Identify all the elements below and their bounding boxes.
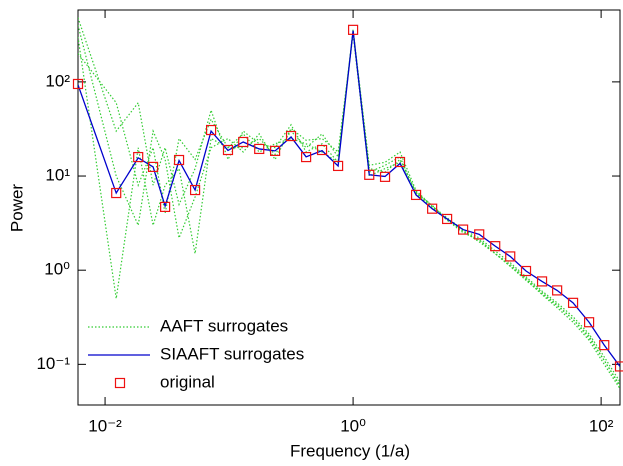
marker [552,285,563,296]
marker [379,171,391,182]
surrogate-line [78,31,620,386]
y-axis-label: Power [7,184,26,233]
marker [457,224,469,235]
marker [148,161,159,173]
marker [189,184,201,196]
marker [583,317,595,328]
y-tick-label: 10⁰ [44,260,70,279]
marker [536,276,548,287]
legend-label: SIAAFT surrogates [160,344,304,363]
marker [347,24,359,35]
marker [505,251,516,262]
y-tick-label: 10⁻¹ [36,354,70,373]
marker [474,229,485,240]
y-tick-label: 10¹ [45,166,70,185]
marker [222,144,234,156]
marker [394,156,406,168]
marker [567,297,579,308]
x-axis-label: Frequency (1/a) [290,441,410,460]
marker [254,143,265,155]
x-tick-label: 10⁰ [340,416,366,435]
legend-marker [114,377,126,389]
marker [111,187,122,199]
y-tick-label: 10² [45,71,70,90]
marker [427,203,438,214]
marker [269,145,281,156]
marker [316,144,328,156]
marker [442,213,453,225]
x-tick-label: 10⁻² [88,416,122,435]
marker [614,361,623,372]
surrogate-line [78,30,620,383]
x-tick-label: 10² [589,416,614,435]
marker [490,241,501,252]
marker [364,169,375,180]
plot-frame [77,9,621,406]
marker [410,189,422,201]
marker [205,124,217,136]
series-line [78,30,620,367]
marker [160,201,171,213]
marker [133,151,144,163]
legend-label: AAFT surrogates [160,316,288,335]
marker [238,136,249,148]
marker [520,265,532,277]
marker [301,151,312,163]
marker [173,154,185,166]
marker [332,160,344,172]
legend-label: original [160,372,215,391]
marker [599,340,610,351]
marker [285,130,297,142]
marker [72,78,84,90]
